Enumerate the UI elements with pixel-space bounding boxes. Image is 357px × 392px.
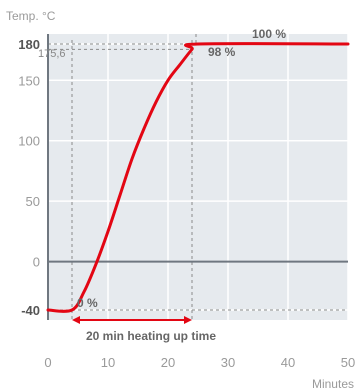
heating-arrow-left bbox=[72, 316, 80, 324]
y-axis-label: Temp. °C bbox=[6, 9, 56, 23]
series-layer bbox=[46, 42, 350, 313]
heating-time-label: 20 min heating up time bbox=[86, 329, 216, 343]
y-tick-label: -40 bbox=[21, 303, 40, 318]
label-98-percent: 98 % bbox=[208, 45, 236, 59]
x-tick-label: 40 bbox=[281, 355, 295, 370]
reference-value-label: 175,6 bbox=[38, 48, 66, 60]
x-tick-label: 10 bbox=[101, 355, 115, 370]
heating-arrow-right bbox=[184, 316, 192, 324]
tick-labels: 180 150 100 50 0 -40 0 10 20 30 40 50 bbox=[18, 37, 355, 370]
label-0-percent: 0 % bbox=[77, 296, 98, 310]
x-tick-label: 20 bbox=[161, 355, 175, 370]
x-tick-label: 0 bbox=[44, 355, 51, 370]
temperature-series-line-0 bbox=[46, 42, 350, 313]
reference-lines bbox=[48, 34, 348, 320]
x-tick-label: 50 bbox=[341, 355, 355, 370]
y-tick-label: 100 bbox=[18, 134, 40, 149]
label-100-percent: 100 % bbox=[252, 27, 286, 41]
y-tick-label: 50 bbox=[26, 194, 40, 209]
heating-time-bracket bbox=[72, 316, 192, 324]
y-tick-label: 0 bbox=[33, 255, 40, 270]
y-tick-label: 150 bbox=[18, 73, 40, 88]
plot-background bbox=[48, 34, 348, 320]
y-tick-label: 180 bbox=[18, 37, 40, 52]
x-tick-label: 30 bbox=[221, 355, 235, 370]
x-axis-label: Minutes bbox=[312, 377, 354, 391]
